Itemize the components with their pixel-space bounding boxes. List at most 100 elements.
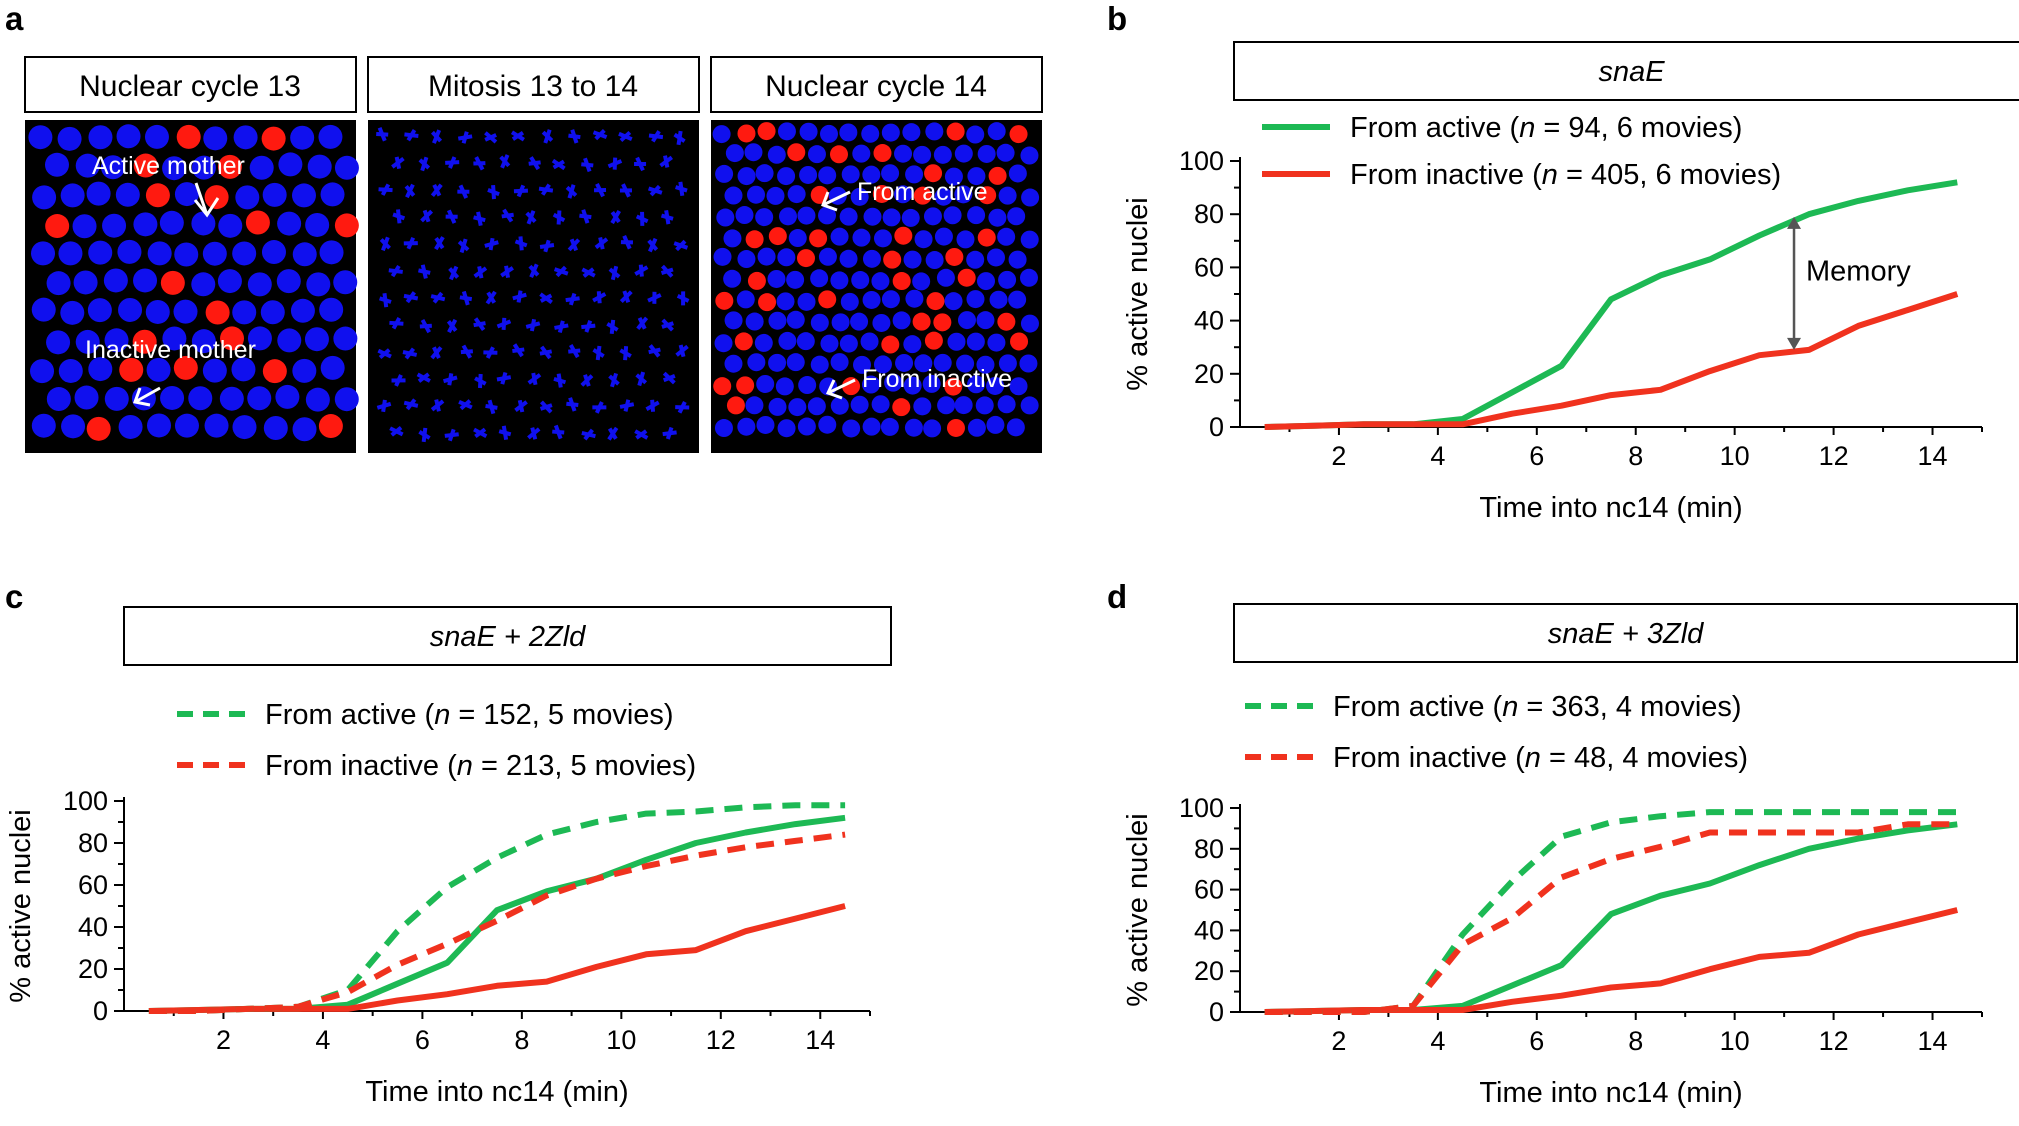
active-nucleus xyxy=(1010,332,1029,351)
nucleus xyxy=(86,181,111,206)
nucleus xyxy=(954,185,973,204)
nucleus xyxy=(334,155,359,180)
nucleus xyxy=(840,292,859,311)
y-tick-label: 80 xyxy=(78,828,108,858)
chromosome xyxy=(635,371,648,387)
chart-title: snaE xyxy=(1598,56,1665,88)
nucleus xyxy=(1020,230,1039,249)
nucleus xyxy=(278,152,303,177)
x-tick-label: 10 xyxy=(1720,1026,1750,1056)
nucleus xyxy=(862,290,881,309)
y-tick-label: 20 xyxy=(1194,956,1224,986)
header-mitosis: Mitosis 13 to 14 xyxy=(428,70,638,103)
legend-entry: From inactive (n = 405, 6 movies) xyxy=(1350,159,1781,191)
chromosome xyxy=(660,264,674,278)
y-axis-label: % active nuclei xyxy=(1122,197,1154,390)
nucleus xyxy=(810,313,829,332)
x-tick-label: 2 xyxy=(216,1025,231,1055)
active-nucleus xyxy=(945,247,964,266)
active-nucleus xyxy=(977,228,996,247)
nucleus xyxy=(956,230,975,249)
nucleus xyxy=(133,268,158,293)
nucleus xyxy=(723,229,742,248)
y-tick-label: 80 xyxy=(1194,199,1224,229)
active-nucleus xyxy=(757,122,776,141)
chromosome xyxy=(485,290,497,305)
panel-letter-a: a xyxy=(5,0,24,37)
y-tick-label: 40 xyxy=(1194,306,1224,336)
nucleus xyxy=(966,332,985,351)
nucleus xyxy=(894,144,913,163)
chromosome xyxy=(379,292,392,308)
active-nucleus xyxy=(829,145,848,164)
annotation-memory: Memory xyxy=(1806,255,1911,287)
nucleus xyxy=(786,353,805,372)
nucleus xyxy=(75,329,100,354)
x-tick-label: 12 xyxy=(1819,1026,1849,1056)
chromosome xyxy=(608,265,621,281)
nucleus xyxy=(714,334,733,353)
series-line-from-inactive xyxy=(1264,291,1959,430)
nucleus xyxy=(956,354,975,373)
nucleus xyxy=(852,144,871,163)
chart-title-box xyxy=(1233,603,2018,663)
chromosome xyxy=(391,374,406,387)
chromosome xyxy=(487,184,500,200)
nucleus xyxy=(261,240,286,265)
chromosome xyxy=(377,348,392,360)
nucleus xyxy=(988,208,1007,227)
nucleus xyxy=(831,313,850,332)
active-nucleus xyxy=(892,272,911,291)
nucleus xyxy=(275,384,300,409)
active-nucleus xyxy=(204,185,229,210)
series-line-snae-from-inactive xyxy=(1264,907,1959,1015)
nucleus xyxy=(768,397,787,416)
nucleus xyxy=(724,354,743,373)
x-tick-label: 12 xyxy=(706,1025,736,1055)
chromosome xyxy=(538,183,554,196)
nucleus xyxy=(810,355,829,374)
series-line-from-active xyxy=(1264,179,1958,430)
chromosome xyxy=(434,236,445,251)
nucleus xyxy=(744,143,763,162)
x-tick-label: 8 xyxy=(1628,441,1643,471)
active-nucleus xyxy=(726,396,745,415)
nucleus xyxy=(861,375,880,394)
chromosome xyxy=(430,129,443,144)
legend-entry: From inactive (n = 48, 4 movies) xyxy=(1333,742,1748,774)
chromosome xyxy=(673,130,686,146)
chromosome xyxy=(512,290,527,303)
nucleus xyxy=(304,327,329,352)
nucleus xyxy=(320,182,345,207)
nucleus xyxy=(818,166,837,185)
chromosome xyxy=(619,346,632,361)
image-mitosis xyxy=(368,120,699,453)
nucleus xyxy=(235,185,260,210)
chromosome xyxy=(581,267,596,278)
nucleus xyxy=(307,154,332,179)
chromosome xyxy=(541,129,554,144)
chromosome xyxy=(539,292,553,304)
active-nucleus xyxy=(245,210,270,235)
chart-title-box xyxy=(1233,41,2019,101)
active-nucleus xyxy=(946,418,965,437)
header-box-mitosis xyxy=(367,56,700,113)
x-axis-label: Time into nc14 (min) xyxy=(1479,1077,1742,1109)
nucleus xyxy=(873,355,892,374)
active-nucleus xyxy=(818,290,837,309)
chromosome xyxy=(676,291,690,306)
nucleus xyxy=(747,185,766,204)
chromosome xyxy=(457,184,470,199)
nucleus xyxy=(173,299,198,324)
nucleus xyxy=(46,387,71,412)
active-nucleus xyxy=(45,214,70,239)
chromosome xyxy=(457,238,470,254)
nucleus xyxy=(72,214,97,239)
chromosome xyxy=(404,183,416,199)
nucleus xyxy=(967,375,986,394)
nucleus xyxy=(788,398,807,417)
y-tick-label: 60 xyxy=(1194,875,1224,905)
active-nucleus xyxy=(205,300,230,325)
chromosome xyxy=(473,317,486,332)
nucleus xyxy=(871,395,890,414)
